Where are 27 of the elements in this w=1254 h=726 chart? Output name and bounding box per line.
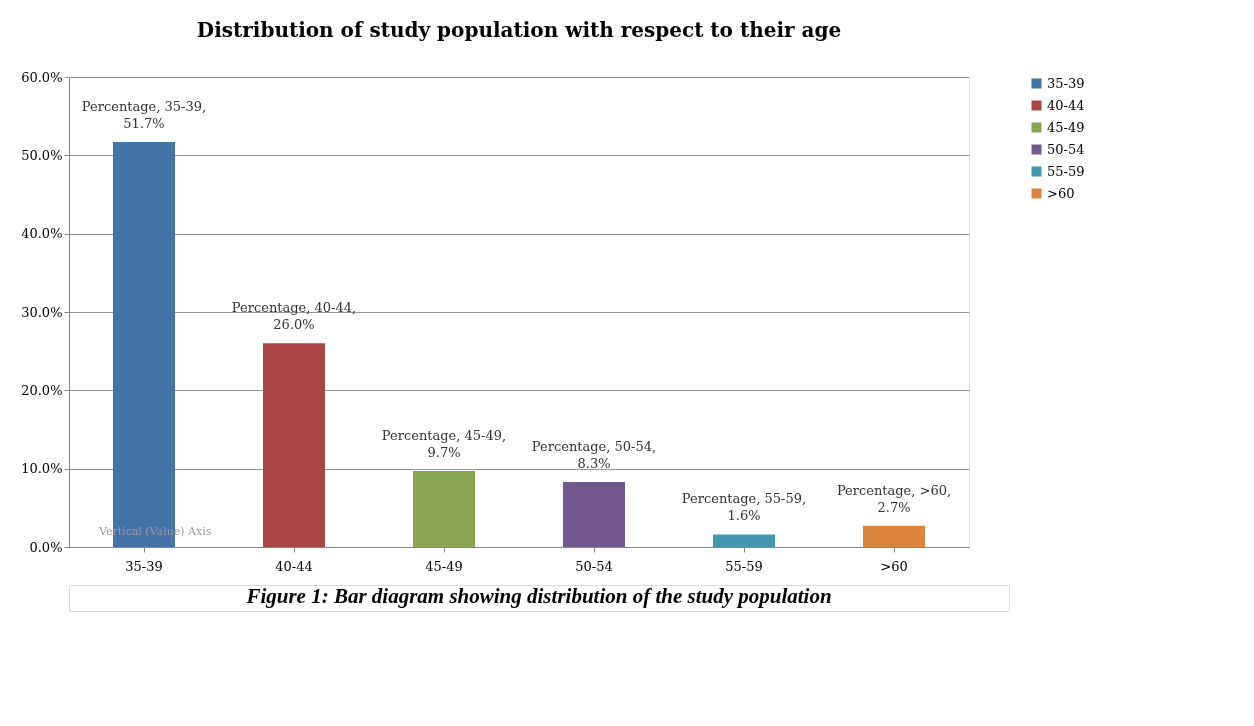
data-label: Percentage, 35-39, 51.7% xyxy=(81,99,207,132)
legend-label: 45-49 xyxy=(1047,119,1085,135)
x-tick-label: 55-59 xyxy=(725,558,763,574)
legend-label: 50-54 xyxy=(1047,141,1085,157)
y-tick-label: 40.0% xyxy=(21,226,63,242)
legend-label: 35-39 xyxy=(1047,75,1085,91)
data-label: Percentage, 45-49, 9.7% xyxy=(381,428,507,461)
legend-label: 55-59 xyxy=(1047,163,1085,179)
y-tick-label: 20.0% xyxy=(21,382,63,398)
y-tick-label: 60.0% xyxy=(21,69,63,85)
legend-label: 40-44 xyxy=(1047,97,1085,113)
legend-label: >60 xyxy=(1047,185,1075,201)
data-label: Percentage, 55-59, 1.6% xyxy=(681,491,807,524)
x-tick-label: 40-44 xyxy=(275,558,313,574)
y-tick-label: 50.0% xyxy=(21,147,63,163)
data-label: Percentage, 40-44, 26.0% xyxy=(231,300,357,333)
x-tick-label: 50-54 xyxy=(575,558,613,574)
x-tick-label: 45-49 xyxy=(425,558,463,574)
y-tick-label: 30.0% xyxy=(21,304,63,320)
chart-title: Distribution of study population with respect to their age xyxy=(196,18,842,42)
data-label: Percentage, 50-54, 8.3% xyxy=(531,438,657,471)
y-tick-label: 0.0% xyxy=(29,539,63,555)
x-tick-label: 35-39 xyxy=(125,558,163,574)
y-tick-label: 10.0% xyxy=(21,461,63,477)
x-tick-label: >60 xyxy=(880,558,908,574)
data-label: Percentage, >60, 2.7% xyxy=(836,482,952,515)
caption: Figure 1: Bar diagram showing distribution of the study population xyxy=(245,584,832,608)
